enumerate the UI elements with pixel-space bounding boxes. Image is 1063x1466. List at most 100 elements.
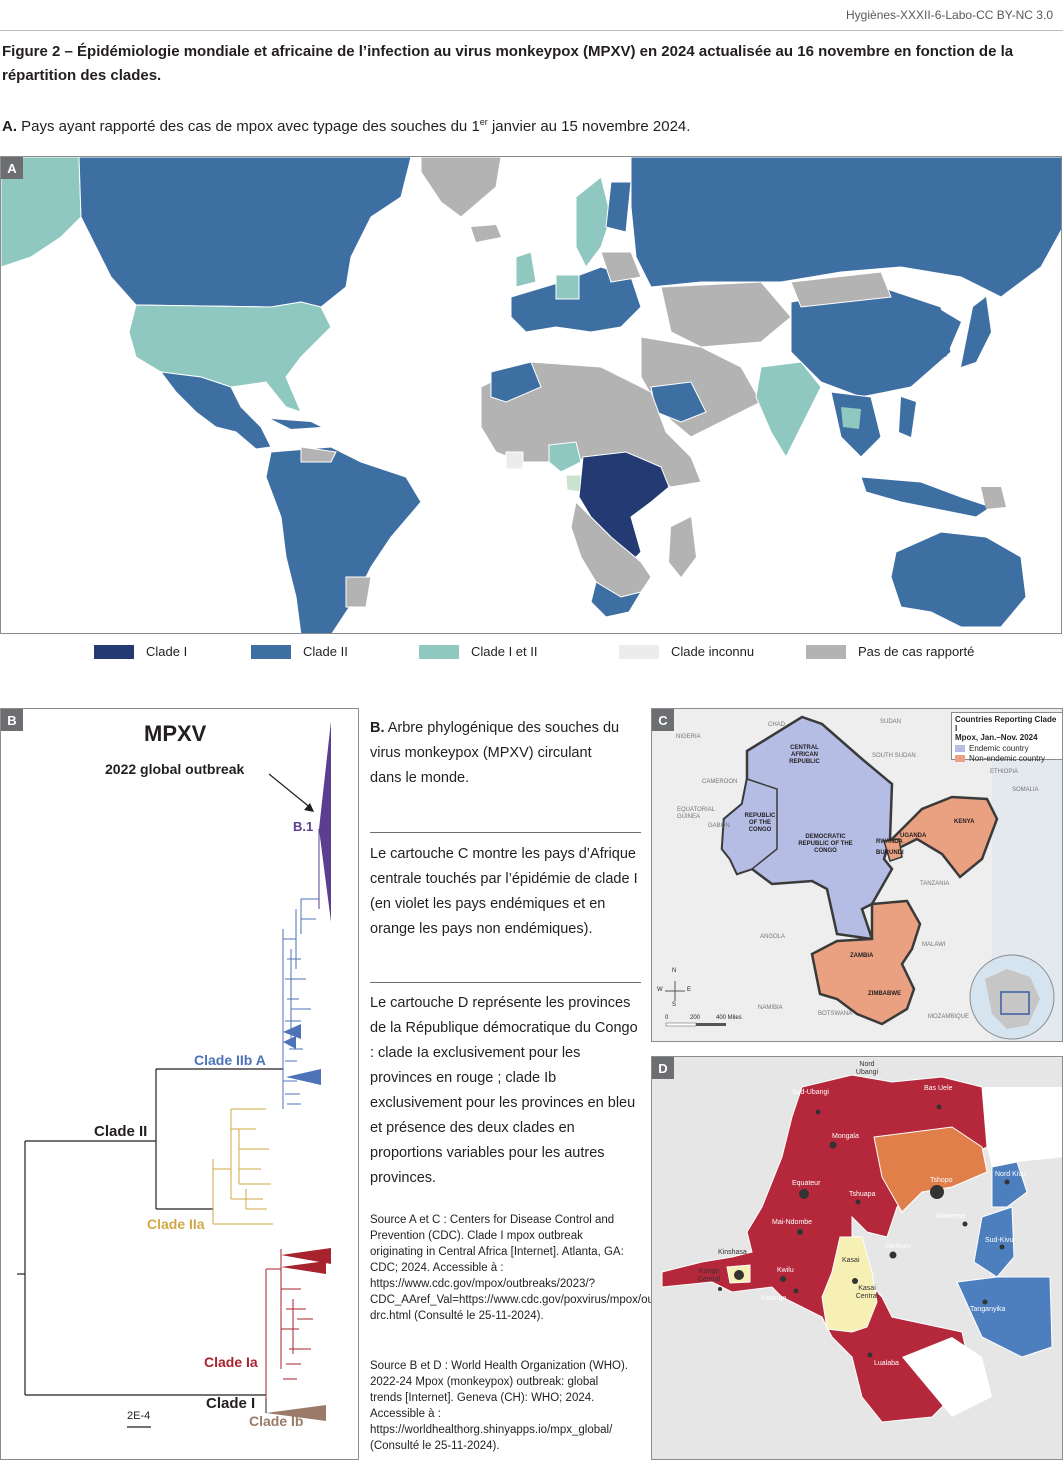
label-zimbabwe: ZIMBABWE [868, 991, 901, 997]
clade-ib-label: Clade Ib [249, 1413, 304, 1429]
panel-b-tag: B [1, 709, 23, 731]
panel-d-tag: D [652, 1057, 674, 1079]
clade-ia-label: Clade Ia [204, 1354, 258, 1370]
legend-clade-unknown: Clade inconnu [619, 644, 754, 659]
label-uganda: UGANDA [900, 833, 927, 839]
header-divider [0, 30, 1063, 31]
label-rwanda: RWANDA [876, 839, 903, 845]
legend-clade-ii: Clade II [251, 644, 348, 659]
panel-a-caption: A. Pays ayant rapporté des cas de mpox a… [2, 117, 690, 135]
label-eq-guinea: EQUATORIAL GUINEA [677, 807, 715, 820]
source-b-d: Source B et D : World Health Organizatio… [370, 1360, 628, 1452]
source-a-c: Source A et C : Centers for Disease Cont… [370, 1214, 719, 1322]
legend-clade-unknown-label: Clade inconnu [671, 644, 755, 659]
label-angola: ANGOLA [760, 934, 786, 940]
legend-clade-unknown-swatch [619, 644, 659, 659]
legend-clade-i-swatch [94, 644, 134, 659]
label-malawi: MALAWI [922, 942, 946, 948]
description-c: Le cartouche C montre les pays d’Afrique… [370, 846, 638, 937]
province-kongo-central: Kongo Central [697, 1268, 721, 1283]
compass-s: S [672, 1002, 677, 1008]
separator-1 [370, 832, 641, 833]
province-kinshasa: Kinshasa [718, 1249, 747, 1256]
label-sudan: SUDAN [880, 719, 902, 725]
legend-clade-ii-swatch [251, 644, 291, 659]
tree-title: MPXV [144, 721, 207, 746]
label-gabon: GABON [708, 823, 730, 829]
panel-c-legend: Countries Reporting Clade I Mpox, Jan.–N… [951, 712, 1062, 763]
drc-provinces-map [652, 1057, 1062, 1459]
label-car: CENTRAL AFRICAN REPUBLIC [789, 745, 820, 765]
panel-b-caption-letter: B. [370, 720, 385, 736]
label-botswana: BOTSWANA [818, 1011, 853, 1017]
compass-w: W [657, 987, 663, 993]
panel-a-caption-sup: er [479, 117, 488, 127]
scale-0: 0 [665, 1015, 669, 1021]
label-cameroon: CAMEROON [702, 779, 738, 785]
legend-clade-i-ii: Clade I et II [419, 644, 537, 659]
province-nord-ubangi: Nord Ubangi [855, 1061, 879, 1076]
province-mongala: Mongala [832, 1133, 859, 1140]
label-south-sudan: SOUTH SUDAN [872, 753, 916, 759]
province-bas-uele: Bas Uele [924, 1085, 953, 1092]
panel-c-legend-endemic: Endemic country [955, 744, 1060, 753]
figure-title: Figure 2 – Épidémiologie mondiale et afr… [2, 43, 1014, 84]
panel-c-legend-title-2: Mpox, Jan.–Nov. 2024 [955, 733, 1038, 742]
separator-2 [370, 982, 641, 983]
lineage-b1-label: B.1 [293, 819, 314, 834]
legend-clade-i: Clade I [94, 644, 187, 659]
panel-a-caption-letter: A. [2, 118, 17, 135]
panel-b-caption-text: Arbre phylogénique des souches du virus … [370, 720, 620, 786]
legend-clade-ii-label: Clade II [303, 644, 348, 659]
legend-clade-i-ii-label: Clade I et II [471, 644, 538, 659]
clade-ii-label: Clade II [94, 1123, 148, 1140]
province-tanganyika: Tanganyika [970, 1306, 1006, 1313]
outbreak-label: 2022 global outbreak [105, 761, 245, 777]
province-mai-ndombe: Mai-Ndombe [772, 1219, 813, 1226]
compass-n: N [672, 968, 677, 974]
panel-c-tag: C [652, 709, 674, 731]
panel-c-legend-nonendemic: Non-endemic country [955, 754, 1060, 763]
province-lualaba: Lualaba [874, 1360, 899, 1367]
legend-no-cases-label: Pas de cas rapporté [858, 644, 975, 659]
province-maniema: Maniema [936, 1213, 965, 1220]
province-equateur: Equateur [792, 1180, 821, 1187]
scale-bar-label: 2E-4 [127, 1410, 151, 1422]
province-sud-ubangi: Sud-Ubangi [792, 1089, 829, 1096]
label-drc: DEMOCRATIC REPUBLIC OF THE CONGO [798, 834, 853, 854]
drc-provinces-map-panel: Nord Ubangi Sud-Ubangi Bas Uele Mongala … [651, 1056, 1063, 1460]
legend-clade-i-label: Clade I [146, 644, 188, 659]
panel-b-caption: B. Arbre phylogénique des souches du vir… [370, 716, 620, 791]
label-nigeria: NIGERIA [676, 734, 701, 740]
phylo-tree-panel: B MPXV 2022 global outbreak B.1 Clade II… [0, 708, 359, 1460]
label-mozambique: MOZAMBIQUE [928, 1014, 970, 1020]
province-sud-kivu: Sud-Kivu [985, 1237, 1014, 1244]
nonendemic-swatch [955, 755, 965, 762]
legend-no-cases-swatch [806, 644, 846, 659]
clade-iib-a-label: Clade IIb A [194, 1052, 266, 1068]
phylo-tree [17, 721, 331, 1428]
endemic-label: Endemic country [969, 744, 1029, 753]
label-burundi: BURUNDI [876, 850, 904, 856]
world-map-panel: A [0, 156, 1062, 634]
province-kasai-central: Kasai Central [855, 1285, 879, 1300]
central-africa-map-panel: Countries Reporting Clade I Mpox, Jan.–N… [651, 708, 1063, 1042]
province-sankuru: Sankuru [885, 1243, 912, 1250]
journal-header: Hygiènes-XXXII-6-Labo-CC BY-NC 3.0 [846, 8, 1053, 22]
panel-a-tag: A [1, 157, 23, 179]
clade-i-label: Clade I [206, 1395, 256, 1412]
label-congo: REPUBLIC OF THE CONGO [744, 813, 776, 833]
province-tshuapa: Tshuapa [849, 1191, 876, 1198]
scale-400: 400 Miles [716, 1015, 742, 1021]
label-kenya: KENYA [954, 819, 975, 825]
province-tshopo: Tshopo [930, 1177, 953, 1184]
description-d: Le cartouche D représente les provinces … [370, 995, 638, 1186]
world-map [1, 157, 1061, 633]
nonendemic-label: Non-endemic country [969, 754, 1046, 763]
label-ethiopia: ETHIOPIA [990, 769, 1019, 775]
legend-clade-i-ii-swatch [419, 644, 459, 659]
endemic-swatch [955, 745, 965, 752]
province-kwilu: Kwilu [777, 1267, 794, 1274]
province-kwango: Kwango [761, 1295, 787, 1302]
clade-iia-label: Clade IIa [147, 1216, 205, 1232]
